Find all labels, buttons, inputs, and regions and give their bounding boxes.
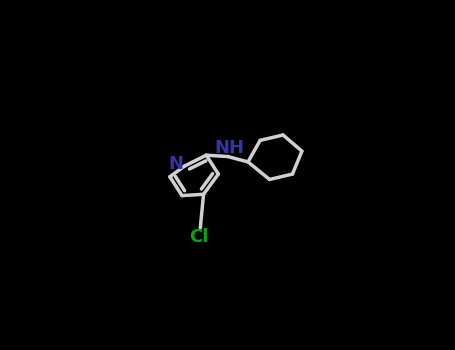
Text: N: N bbox=[168, 155, 183, 173]
Text: Cl: Cl bbox=[189, 228, 209, 246]
Text: NH: NH bbox=[214, 139, 244, 158]
